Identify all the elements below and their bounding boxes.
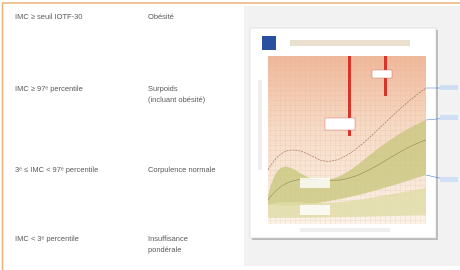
category: (incluant obésité) [148, 95, 206, 104]
label-box [325, 118, 355, 130]
criterion: 3ᵉ ≤ IMC < 97ᵉ percentile [15, 165, 98, 174]
category: Surpoids [148, 84, 178, 93]
label-box [372, 70, 392, 78]
image-title-bar [290, 40, 410, 46]
page: IMC ≥ seuil IOTF-30 Obésité IMC ≥ 97ᵉ perc… [0, 0, 460, 270]
callout-label [440, 85, 458, 90]
label-box [300, 178, 330, 188]
category: Corpulence normale [148, 165, 216, 174]
logo [262, 36, 276, 50]
callout-label [440, 177, 458, 182]
document: IMC ≥ seuil IOTF-30 Obésité IMC ≥ 97ᵉ perc… [0, 0, 460, 270]
x-axis-label [300, 228, 390, 232]
criterion: IMC ≥ 97ᵉ percentile [15, 84, 83, 93]
corpulence-chart-image [250, 28, 458, 240]
category: Insuffisance [148, 234, 188, 243]
label-box [300, 205, 330, 215]
category: Obésité [148, 12, 174, 21]
criterion: IMC < 3ᵉ percentile [15, 234, 79, 243]
y-axis-label [258, 80, 262, 170]
category: pondérale [148, 245, 181, 254]
callout-label [440, 115, 458, 120]
criterion: IMC ≥ seuil IOTF-30 [15, 12, 82, 21]
